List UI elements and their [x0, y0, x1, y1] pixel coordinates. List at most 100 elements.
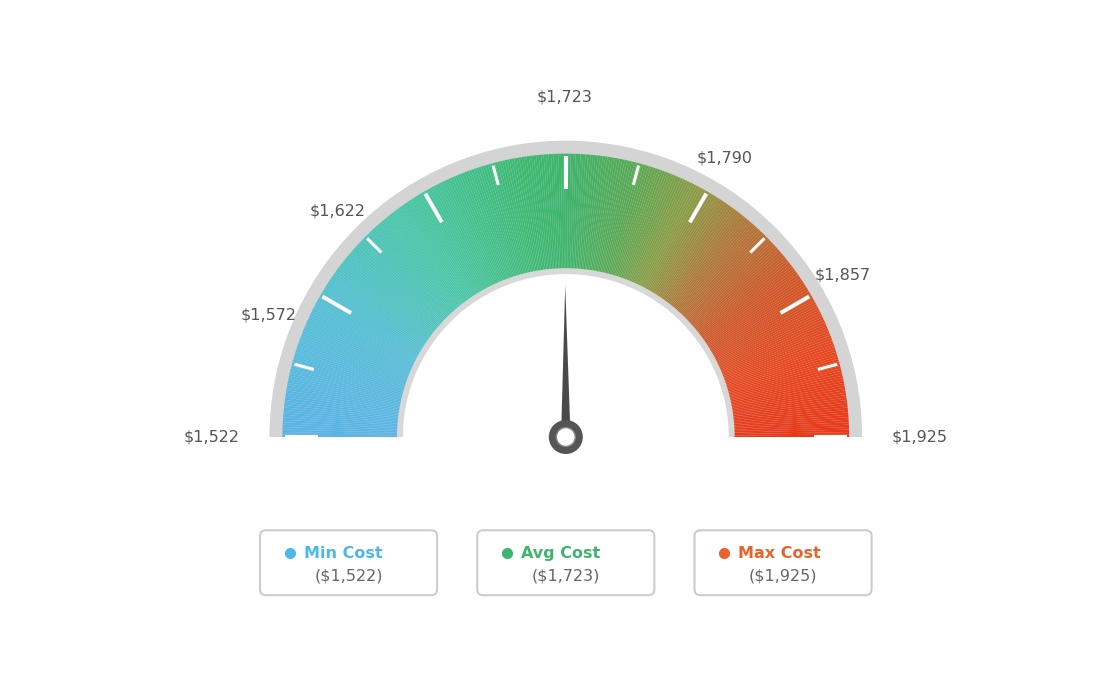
Wedge shape	[412, 198, 477, 298]
Wedge shape	[327, 283, 427, 348]
Wedge shape	[633, 178, 683, 286]
Wedge shape	[439, 182, 493, 289]
Circle shape	[556, 428, 575, 446]
Text: $1,572: $1,572	[241, 308, 297, 322]
Wedge shape	[442, 181, 495, 288]
Wedge shape	[287, 383, 404, 407]
Text: ($1,723): ($1,723)	[532, 569, 599, 584]
Wedge shape	[676, 225, 755, 314]
Wedge shape	[426, 189, 486, 293]
Wedge shape	[613, 166, 649, 279]
Wedge shape	[284, 402, 402, 418]
Wedge shape	[729, 393, 846, 413]
Wedge shape	[401, 205, 471, 302]
Wedge shape	[285, 400, 402, 417]
Wedge shape	[546, 154, 555, 272]
Wedge shape	[661, 206, 732, 304]
Wedge shape	[353, 248, 443, 328]
Wedge shape	[384, 218, 460, 310]
Wedge shape	[286, 391, 403, 411]
Wedge shape	[284, 407, 402, 421]
Wedge shape	[582, 155, 595, 273]
Wedge shape	[539, 155, 551, 273]
Wedge shape	[724, 359, 839, 393]
Wedge shape	[385, 217, 461, 309]
Wedge shape	[549, 154, 558, 272]
Wedge shape	[680, 231, 763, 318]
Wedge shape	[326, 285, 426, 349]
Wedge shape	[284, 410, 401, 422]
Wedge shape	[592, 157, 613, 274]
Wedge shape	[726, 368, 841, 398]
Wedge shape	[325, 287, 426, 351]
Wedge shape	[400, 206, 470, 304]
Text: $1,790: $1,790	[697, 150, 753, 166]
Wedge shape	[716, 322, 826, 371]
Wedge shape	[584, 155, 601, 273]
Wedge shape	[467, 170, 509, 282]
Wedge shape	[656, 199, 722, 299]
Wedge shape	[668, 214, 742, 308]
Wedge shape	[349, 253, 440, 331]
Wedge shape	[420, 193, 482, 295]
Wedge shape	[476, 168, 514, 280]
Wedge shape	[283, 422, 401, 430]
Wedge shape	[713, 310, 820, 364]
Wedge shape	[730, 397, 847, 415]
Wedge shape	[541, 155, 553, 273]
Wedge shape	[597, 159, 623, 275]
Wedge shape	[284, 413, 401, 424]
Wedge shape	[573, 154, 581, 272]
Wedge shape	[365, 235, 450, 320]
Wedge shape	[405, 202, 474, 301]
Wedge shape	[614, 166, 651, 279]
Wedge shape	[639, 184, 694, 290]
Wedge shape	[640, 184, 697, 290]
Wedge shape	[669, 215, 744, 308]
Wedge shape	[505, 160, 531, 275]
Wedge shape	[299, 338, 411, 380]
Wedge shape	[719, 331, 829, 377]
Wedge shape	[304, 326, 414, 374]
Wedge shape	[593, 157, 615, 274]
Wedge shape	[296, 349, 408, 387]
Wedge shape	[731, 435, 849, 437]
Wedge shape	[670, 217, 746, 309]
Wedge shape	[598, 159, 625, 275]
Wedge shape	[288, 380, 404, 406]
Wedge shape	[297, 345, 410, 384]
Wedge shape	[681, 235, 766, 320]
Wedge shape	[728, 378, 843, 404]
Wedge shape	[725, 364, 840, 395]
Wedge shape	[667, 213, 741, 307]
Wedge shape	[286, 393, 403, 413]
Wedge shape	[731, 424, 849, 431]
Wedge shape	[317, 299, 422, 358]
Wedge shape	[692, 255, 785, 332]
Wedge shape	[698, 266, 794, 339]
Wedge shape	[431, 187, 488, 292]
Wedge shape	[703, 281, 804, 347]
Wedge shape	[559, 154, 563, 272]
Wedge shape	[682, 237, 768, 321]
Wedge shape	[690, 251, 782, 330]
Wedge shape	[561, 154, 564, 272]
Wedge shape	[729, 385, 845, 408]
Wedge shape	[315, 304, 420, 361]
Wedge shape	[567, 154, 571, 272]
FancyBboxPatch shape	[261, 531, 437, 595]
Wedge shape	[362, 238, 448, 322]
Wedge shape	[320, 293, 423, 355]
Wedge shape	[407, 201, 475, 300]
Wedge shape	[537, 155, 550, 273]
Wedge shape	[357, 244, 445, 325]
Wedge shape	[417, 194, 480, 296]
Wedge shape	[604, 161, 635, 277]
Wedge shape	[626, 173, 672, 284]
Wedge shape	[337, 268, 433, 340]
Wedge shape	[397, 268, 734, 437]
Wedge shape	[684, 240, 772, 323]
Wedge shape	[671, 218, 747, 310]
Wedge shape	[283, 430, 401, 434]
Wedge shape	[336, 270, 432, 341]
